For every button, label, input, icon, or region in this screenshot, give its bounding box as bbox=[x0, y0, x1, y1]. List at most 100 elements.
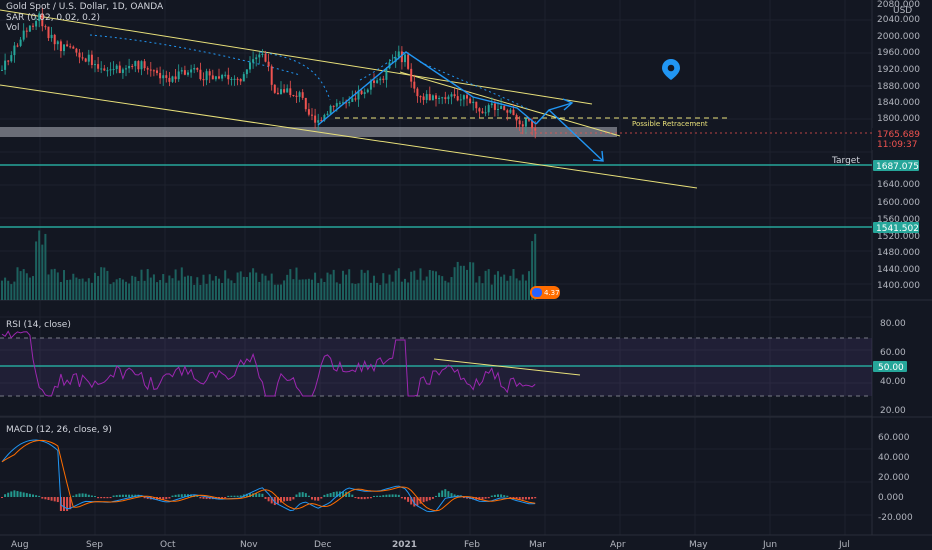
macd-hist-bar bbox=[295, 494, 298, 497]
volume-bar bbox=[528, 271, 530, 300]
volume-bar bbox=[165, 282, 168, 300]
candle-body bbox=[360, 90, 363, 95]
volume-bar bbox=[509, 275, 512, 300]
volume-bar bbox=[75, 277, 78, 300]
volume-bar bbox=[373, 275, 375, 300]
candle-body bbox=[366, 89, 369, 93]
price-axis[interactable]: 2080.000 2040.000 2000.000 1960.000 1920.000… bbox=[877, 0, 920, 291]
symbol-title[interactable]: Gold Spot / U.S. Dollar, 1D, OANDA bbox=[6, 2, 164, 12]
time-tick: Mar bbox=[529, 540, 546, 550]
volume-bar bbox=[512, 269, 515, 300]
time-tick: Aug bbox=[11, 540, 29, 550]
wave-projection-path[interactable] bbox=[317, 51, 537, 126]
channel-upper-trendline[interactable] bbox=[0, 9, 593, 105]
candle-body bbox=[140, 61, 143, 70]
volume-bar bbox=[44, 233, 47, 300]
volume-bar bbox=[143, 280, 146, 300]
volume-bar bbox=[90, 282, 93, 300]
macd-hist-bar bbox=[177, 494, 180, 497]
candle-body bbox=[115, 65, 118, 70]
macd-hist-bar bbox=[521, 497, 524, 500]
candle-body bbox=[41, 13, 44, 27]
possible-retracement-label[interactable]: Possible Retracement bbox=[632, 120, 708, 128]
volume-bar bbox=[103, 267, 106, 300]
macd-hist-bar bbox=[329, 493, 332, 497]
channel-lower-trendline[interactable] bbox=[0, 84, 698, 189]
sar-legend[interactable]: SAR (0.02, 0.02, 0.2) bbox=[6, 13, 101, 23]
rsi-axis[interactable]: 80.00 60.00 40.00 20.00 bbox=[880, 319, 906, 416]
macd-hist-bar bbox=[208, 497, 211, 500]
support-zone[interactable] bbox=[0, 127, 617, 137]
volume-bar bbox=[78, 278, 81, 300]
rsi-background-band bbox=[0, 338, 872, 396]
volume-legend[interactable]: Vol bbox=[6, 23, 20, 33]
macd-hist-bar bbox=[524, 497, 527, 500]
candle-body bbox=[252, 59, 255, 63]
volume-bar bbox=[258, 281, 261, 300]
candle-body bbox=[152, 70, 155, 72]
candle-body bbox=[478, 108, 481, 112]
macd-hist-bar bbox=[66, 497, 69, 511]
macd-hist-bar bbox=[438, 492, 441, 497]
time-axis[interactable]: Aug Sep Oct Nov Dec 2021 Feb Mar Apr May Jun Jul bbox=[11, 540, 850, 550]
volume-bar bbox=[187, 275, 189, 300]
volume-bar bbox=[425, 276, 428, 300]
candle-body bbox=[345, 102, 348, 104]
candle-body bbox=[94, 64, 96, 66]
candle-body bbox=[481, 111, 484, 114]
candle-body bbox=[459, 99, 462, 101]
candle-body bbox=[422, 96, 425, 100]
macd-hist-bar bbox=[506, 495, 509, 497]
macd-hist-bar bbox=[493, 494, 496, 497]
candle-body bbox=[69, 46, 72, 48]
price-tick: 1520.000 bbox=[877, 232, 920, 242]
volume-badge[interactable]: 4.37 bbox=[530, 286, 560, 299]
pin-marker-icon[interactable] bbox=[662, 59, 680, 80]
candle-body bbox=[239, 79, 242, 82]
volume-bar bbox=[422, 280, 425, 300]
macd-axis[interactable]: 60.000 40.000 20.000 0.000 -20.000 bbox=[878, 433, 913, 523]
macd-hist-bar bbox=[25, 493, 28, 497]
candle-body bbox=[66, 44, 69, 47]
volume-bar bbox=[202, 274, 205, 300]
volume-bar bbox=[221, 282, 224, 300]
candle-body bbox=[385, 68, 388, 80]
macd-hist-bar bbox=[472, 497, 475, 500]
macd-hist-bar bbox=[416, 497, 419, 506]
candle-body bbox=[382, 78, 385, 80]
candle-body bbox=[230, 78, 233, 80]
rsi-legend[interactable]: RSI (14, close) bbox=[6, 320, 71, 330]
price-tick: 2040.000 bbox=[877, 15, 920, 25]
candle-body bbox=[75, 48, 78, 53]
sar-dots bbox=[89, 34, 301, 76]
macd-hist-bar bbox=[38, 495, 41, 497]
volume-bar bbox=[357, 283, 360, 300]
candle-body bbox=[162, 75, 165, 79]
macd-legend[interactable]: MACD (12, 26, close, 9) bbox=[6, 425, 112, 435]
macd-hist-bar bbox=[422, 497, 425, 503]
time-tick: Apr bbox=[610, 540, 626, 550]
volume-bar bbox=[273, 284, 276, 300]
candle-body bbox=[78, 52, 81, 58]
volume-bar bbox=[233, 283, 236, 300]
candle-body bbox=[295, 95, 298, 97]
volume-bar bbox=[35, 241, 38, 300]
down-projection-arrow[interactable] bbox=[548, 109, 604, 162]
volume-bar bbox=[208, 274, 211, 300]
rsi-value-tag: 50.00 bbox=[873, 361, 907, 373]
rsi-trendline[interactable] bbox=[433, 358, 581, 376]
volume-bar bbox=[531, 241, 534, 300]
short-trendline[interactable] bbox=[399, 71, 621, 137]
volume-bar bbox=[391, 281, 394, 300]
candle-body bbox=[456, 96, 459, 101]
target-label[interactable]: Target bbox=[831, 156, 860, 166]
candle-body bbox=[199, 69, 202, 80]
candle-body bbox=[441, 97, 444, 99]
macd-hist-bar bbox=[314, 497, 317, 501]
macd-hist-bar bbox=[413, 497, 416, 507]
volume-bar bbox=[252, 268, 255, 300]
candle-body bbox=[280, 89, 282, 95]
volume-bar bbox=[242, 276, 245, 300]
macd-hist-bar bbox=[115, 495, 118, 497]
